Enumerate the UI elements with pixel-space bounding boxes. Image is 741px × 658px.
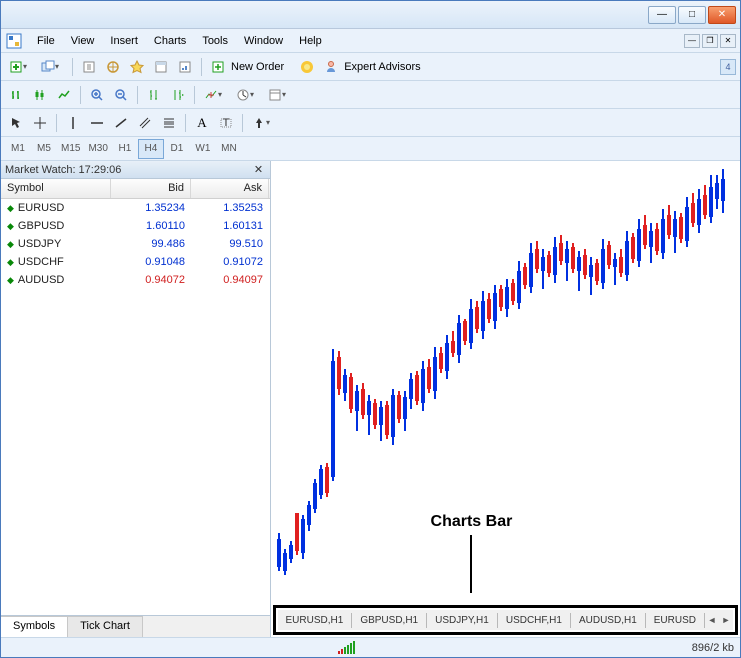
symbol-row-usdchf[interactable]: ◆USDCHF0.910480.91072	[1, 253, 270, 271]
market-watch-title: Market Watch: 17:29:06 ✕	[1, 161, 270, 179]
app-window: — □ ✕ FileViewInsertChartsToolsWindowHel…	[0, 0, 741, 658]
chart-tab-3[interactable]: USDCHF,H1	[498, 613, 571, 628]
timeframe-d1[interactable]: D1	[164, 139, 190, 159]
bar-chart-button[interactable]	[5, 84, 27, 106]
child-close-button[interactable]: ✕	[720, 34, 736, 48]
horizontal-line-button[interactable]	[86, 112, 108, 134]
annotation-charts-bar: Charts Bar	[431, 513, 513, 593]
indicators-button[interactable]: ▾	[200, 84, 230, 106]
menu-file[interactable]: File	[29, 32, 63, 50]
auto-scroll-button[interactable]	[143, 84, 165, 106]
profiles-button[interactable]: ▾	[37, 56, 67, 78]
timeframe-h4[interactable]: H4	[138, 139, 164, 159]
periods-button[interactable]: ▾	[232, 84, 262, 106]
new-chart-button[interactable]: ▾	[5, 56, 35, 78]
chart-tab-5[interactable]: EURUSD	[646, 613, 705, 628]
up-arrow-icon: ◆	[7, 239, 14, 250]
status-traffic: 896/2 kb	[692, 642, 734, 654]
toolbar-line-studies: A T ▾	[1, 109, 740, 137]
timeframe-m5[interactable]: M5	[31, 139, 57, 159]
chart-tab-0[interactable]: EURUSD,H1	[278, 613, 353, 628]
charts-bar-highlight: EURUSD,H1GBPUSD,H1USDJPY,H1USDCHF,H1AUDU…	[273, 605, 738, 635]
timeframe-bar: M1M5M15M30H1H4D1W1MN	[1, 137, 740, 161]
market-watch-close-icon[interactable]: ✕	[252, 163, 266, 177]
timeframe-m15[interactable]: M15	[57, 139, 84, 159]
arrows-button[interactable]: ▾	[248, 112, 278, 134]
chart-tab-4[interactable]: AUDUSD,H1	[571, 613, 646, 628]
up-arrow-icon: ◆	[7, 221, 14, 232]
chart-canvas[interactable]: Charts Bar	[271, 161, 740, 605]
connection-bars-icon	[338, 641, 355, 654]
symbol-row-eurusd[interactable]: ◆EURUSD1.352341.35253	[1, 199, 270, 217]
line-chart-button[interactable]	[53, 84, 75, 106]
timeframe-h1[interactable]: H1	[112, 139, 138, 159]
child-minimize-button[interactable]: —	[684, 34, 700, 48]
col-header-symbol[interactable]: Symbol	[1, 179, 111, 198]
candle-chart-button[interactable]	[29, 84, 51, 106]
menu-charts[interactable]: Charts	[146, 32, 194, 50]
timeframe-m1[interactable]: M1	[5, 139, 31, 159]
timeframe-w1[interactable]: W1	[190, 139, 216, 159]
timeframe-m30[interactable]: M30	[84, 139, 111, 159]
menu-view[interactable]: View	[63, 32, 103, 50]
app-icon	[5, 32, 23, 50]
chart-tab-1[interactable]: GBPUSD,H1	[352, 613, 427, 628]
col-header-bid[interactable]: Bid	[111, 179, 191, 198]
up-arrow-icon: ◆	[7, 257, 14, 268]
maximize-button[interactable]: □	[678, 6, 706, 24]
menu-insert[interactable]: Insert	[102, 32, 146, 50]
menu-tools[interactable]: Tools	[194, 32, 236, 50]
chart-shift-button[interactable]	[167, 84, 189, 106]
menu-window[interactable]: Window	[236, 32, 291, 50]
crosshair-button[interactable]	[29, 112, 51, 134]
symbol-row-audusd[interactable]: ◆AUDUSD0.940720.94097	[1, 271, 270, 289]
svg-text:T: T	[223, 117, 230, 129]
market-watch-panel: Market Watch: 17:29:06 ✕ Symbol Bid Ask …	[1, 161, 271, 637]
expert-advisors-button[interactable]: Expert Advisors	[320, 56, 430, 78]
templates-button[interactable]: ▾	[264, 84, 294, 106]
chart-tab-scroll-right[interactable]: ►	[719, 615, 733, 625]
chart-area: Charts Bar EURUSD,H1GBPUSD,H1USDJPY,H1US…	[271, 161, 740, 637]
toolbar-charts: ▾ ▾ ▾	[1, 81, 740, 109]
market-watch-toggle[interactable]	[78, 56, 100, 78]
zoom-in-button[interactable]	[86, 84, 108, 106]
text-button[interactable]: A	[191, 112, 213, 134]
vertical-line-button[interactable]	[62, 112, 84, 134]
up-arrow-icon: ◆	[7, 275, 14, 286]
new-order-button[interactable]: New Order	[207, 56, 294, 78]
navigator-toggle[interactable]	[102, 56, 124, 78]
tab-symbols[interactable]: Symbols	[1, 616, 68, 637]
menu-help[interactable]: Help	[291, 32, 330, 50]
symbol-row-usdjpy[interactable]: ◆USDJPY99.48699.510	[1, 235, 270, 253]
market-watch-table: Symbol Bid Ask ◆EURUSD1.352341.35253◆GBP…	[1, 179, 270, 615]
statusbar: 896/2 kb	[1, 637, 740, 657]
chart-tab-scroll-left[interactable]: ◄	[705, 615, 719, 625]
col-header-ask[interactable]: Ask	[191, 179, 269, 198]
strategy-tester-button[interactable]	[174, 56, 196, 78]
trendline-button[interactable]	[110, 112, 132, 134]
fibonacci-button[interactable]	[158, 112, 180, 134]
titlebar: — □ ✕	[1, 1, 740, 29]
toolbar-main: ▾ ▾ New Order Expert Advisors 4	[1, 53, 740, 81]
minimize-button[interactable]: —	[648, 6, 676, 24]
data-window-button[interactable]	[126, 56, 148, 78]
up-arrow-icon: ◆	[7, 203, 14, 214]
equidistant-button[interactable]	[134, 112, 156, 134]
metaquotes-button[interactable]	[296, 56, 318, 78]
child-restore-button[interactable]: ❐	[702, 34, 718, 48]
symbol-row-gbpusd[interactable]: ◆GBPUSD1.601101.60131	[1, 217, 270, 235]
zoom-out-button[interactable]	[110, 84, 132, 106]
chart-tabs-bar: EURUSD,H1GBPUSD,H1USDJPY,H1USDCHF,H1AUDU…	[278, 610, 733, 630]
terminal-toggle[interactable]	[150, 56, 172, 78]
timeframe-mn[interactable]: MN	[216, 139, 242, 159]
close-button[interactable]: ✕	[708, 6, 736, 24]
text-label-button[interactable]: T	[215, 112, 237, 134]
menubar: FileViewInsertChartsToolsWindowHelp — ❐ …	[1, 29, 740, 53]
alerts-badge[interactable]: 4	[720, 59, 736, 75]
chart-tab-2[interactable]: USDJPY,H1	[427, 613, 498, 628]
tab-tick-chart[interactable]: Tick Chart	[68, 616, 143, 637]
cursor-button[interactable]	[5, 112, 27, 134]
